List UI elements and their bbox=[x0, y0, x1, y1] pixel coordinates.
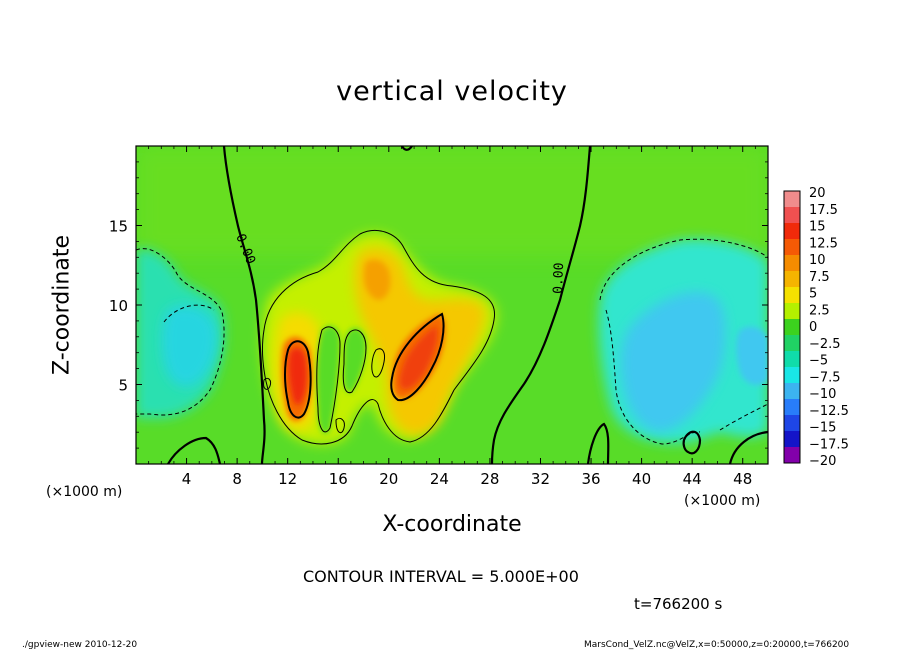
x-axis-label: X-coordinate bbox=[382, 512, 522, 537]
field-upper-band bbox=[136, 146, 768, 256]
colorbar-swatch bbox=[784, 287, 800, 304]
contour-zero-left bbox=[222, 146, 266, 464]
contour-plus10-left bbox=[284, 340, 312, 419]
contour-label: 0.00 bbox=[551, 262, 567, 294]
contour-zero-bottom-right2 bbox=[728, 430, 768, 464]
updraft-core-left-inner bbox=[288, 347, 307, 405]
contour-minus5-left-inner bbox=[163, 304, 215, 323]
x-tick-label: 20 bbox=[379, 470, 398, 488]
y-tick-label: 10 bbox=[109, 297, 128, 315]
colorbar-label: −15 bbox=[809, 421, 836, 436]
colorbar-label: −7.5 bbox=[809, 370, 841, 385]
downdraft-core-left bbox=[161, 305, 218, 387]
colorbar-swatch bbox=[784, 367, 800, 384]
contour-minus5-right2 bbox=[605, 309, 701, 445]
x-tick-label: 24 bbox=[430, 470, 449, 488]
x-unit-label-right: (×1000 m) bbox=[684, 493, 761, 509]
footer-program-date: ./gpview-new 2010-12-20 bbox=[22, 640, 138, 650]
contour-zero-bottom-left bbox=[167, 436, 222, 464]
colorbar-swatch bbox=[784, 399, 800, 416]
contour-minus5-right3 bbox=[719, 403, 768, 431]
colorbar-label: 0 bbox=[809, 320, 817, 335]
colorbar-swatch bbox=[784, 335, 800, 352]
colorbar-frame bbox=[783, 190, 801, 464]
x-tick-label: 40 bbox=[632, 470, 651, 488]
colorbar-label: −12.5 bbox=[809, 404, 849, 419]
colorbar-swatch bbox=[784, 255, 800, 272]
x-tick-label: 32 bbox=[531, 470, 550, 488]
contour-lines bbox=[136, 146, 768, 464]
colorbar-label: 20 bbox=[809, 186, 826, 201]
contour-plus5-outer bbox=[262, 230, 496, 445]
contour-gap-3 bbox=[371, 348, 385, 378]
gap-region-1 bbox=[316, 325, 340, 434]
x-tick-label: 44 bbox=[683, 470, 702, 488]
x-tick-label: 12 bbox=[278, 470, 297, 488]
contour-zero-small bbox=[682, 430, 702, 455]
downdraft-core-right bbox=[620, 291, 726, 432]
colorbar-label: 5 bbox=[809, 287, 817, 302]
updraft-core-right-inner bbox=[399, 326, 438, 390]
x-tick-label: 48 bbox=[733, 470, 752, 488]
contour-minus5-left bbox=[136, 248, 225, 416]
colorbar-label: −5 bbox=[809, 354, 828, 369]
contour-zero-right bbox=[490, 146, 592, 464]
colorbar-label: −20 bbox=[809, 454, 836, 469]
contour-gap-1 bbox=[316, 326, 341, 433]
x-tick-label: 28 bbox=[480, 470, 499, 488]
x-axis-ticks: 4 8 12 16 20 24 28 32 36 40 44 48 bbox=[148, 146, 756, 488]
y-tick-label: 15 bbox=[109, 218, 128, 236]
colorbar-swatch bbox=[784, 303, 800, 320]
colorbar-label: 12.5 bbox=[809, 236, 838, 251]
colorbar-label: −2.5 bbox=[809, 337, 841, 352]
colorbar-label: 7.5 bbox=[809, 270, 830, 285]
gap-region-2 bbox=[343, 327, 366, 393]
x-unit-label-left: (×1000 m) bbox=[46, 484, 123, 500]
colorbar-label: −10 bbox=[809, 387, 836, 402]
footer-source: MarsCond_VelZ.nc@VelZ,x=0:50000,z=0:2000… bbox=[584, 640, 850, 650]
x-tick-label: 8 bbox=[232, 470, 242, 488]
contour-minus5-right bbox=[599, 238, 768, 301]
y-axis-ticks: 5 10 15 bbox=[109, 161, 768, 449]
colorbar-label: 2.5 bbox=[809, 303, 830, 318]
colorbar-swatch bbox=[784, 239, 800, 256]
colorbar-label: 10 bbox=[809, 253, 826, 268]
colorbar-swatch bbox=[784, 447, 800, 464]
contour-interval-note: CONTOUR INTERVAL = 5.000E+00 bbox=[303, 567, 579, 586]
contour-zero-top bbox=[401, 146, 413, 151]
colorbar-swatch bbox=[784, 191, 800, 208]
colorbar-swatch bbox=[784, 383, 800, 400]
contour-small-left bbox=[263, 377, 271, 390]
contour-gap-2 bbox=[342, 329, 367, 394]
colorbar-swatch bbox=[784, 207, 800, 224]
updraft-upper-orange bbox=[364, 259, 391, 300]
colorbar-label: 15 bbox=[809, 220, 826, 235]
colorbar-swatch bbox=[784, 431, 800, 448]
contour-small-gap bbox=[335, 417, 345, 434]
contour-plus10-right bbox=[390, 312, 445, 402]
colorbar-swatch bbox=[784, 319, 800, 336]
y-tick-label: 5 bbox=[118, 377, 128, 395]
colorbar-swatch bbox=[784, 271, 800, 288]
colorbar-swatch bbox=[784, 415, 800, 432]
colorbar-swatch bbox=[784, 351, 800, 368]
contour-zero-bottom-right bbox=[586, 422, 610, 464]
x-tick-label: 36 bbox=[581, 470, 600, 488]
colorbar-label: 17.5 bbox=[809, 203, 838, 218]
chart-title: vertical velocity bbox=[336, 76, 568, 107]
x-tick-label: 4 bbox=[182, 470, 192, 488]
time-stamp: t=766200 s bbox=[634, 595, 723, 613]
colorbar-swatch bbox=[784, 223, 800, 240]
downdraft-patch-right bbox=[736, 326, 768, 386]
colorbar-label: −17.5 bbox=[809, 437, 849, 452]
x-tick-label: 16 bbox=[329, 470, 348, 488]
heatmap-field: 0.00 0.00 bbox=[136, 146, 768, 464]
